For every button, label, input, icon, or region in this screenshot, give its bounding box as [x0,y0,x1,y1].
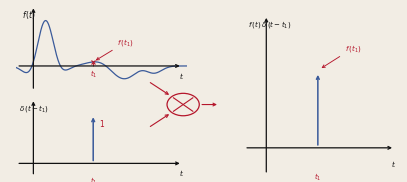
Text: $f\,(t_1)$: $f\,(t_1)$ [322,43,361,68]
Text: $\delta\,(t-t_1)$: $\delta\,(t-t_1)$ [19,103,49,114]
Text: $f\,(t)$: $f\,(t)$ [22,9,36,21]
Text: t: t [179,170,183,178]
Text: $f\,(t_1)$: $f\,(t_1)$ [96,37,134,60]
Text: $f\,(t)\;\delta\,(t-t_1)$: $f\,(t)\;\delta\,(t-t_1)$ [248,19,291,30]
Text: $t_1$: $t_1$ [90,175,97,182]
Text: $t_1$: $t_1$ [90,69,97,80]
Text: $1$: $1$ [99,118,105,129]
Text: t: t [392,161,395,169]
Text: $t_1$: $t_1$ [314,172,322,182]
Text: t: t [179,73,183,81]
